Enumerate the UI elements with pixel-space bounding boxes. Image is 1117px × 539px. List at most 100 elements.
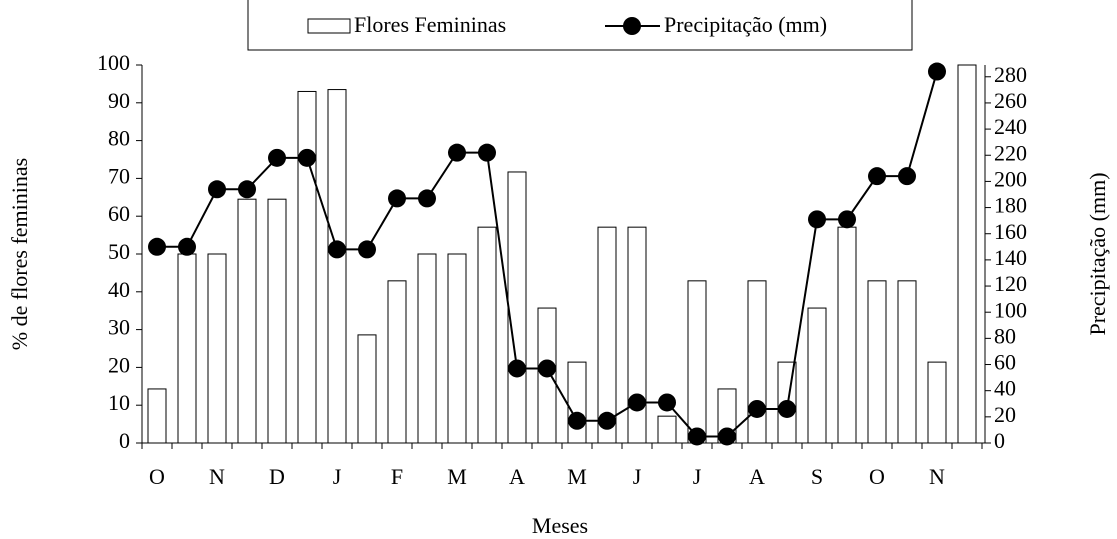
x-tick-label: M: [447, 464, 467, 489]
x-tick-label: J: [333, 464, 342, 489]
y2-tick-label: 240: [994, 114, 1027, 139]
y2-tick-label: 220: [994, 140, 1027, 165]
y-tick-label: 90: [108, 88, 130, 113]
y2-tick-label: 160: [994, 219, 1027, 244]
line-marker: [298, 148, 316, 167]
bar: [327, 89, 347, 444]
line-marker: [268, 148, 286, 167]
bar: [837, 226, 857, 444]
line-marker: [388, 189, 406, 208]
line-marker: [778, 399, 796, 418]
y-tick-label: 20: [108, 352, 130, 377]
y2-tick-label: 140: [994, 245, 1027, 270]
y2-tick-label: 80: [994, 323, 1016, 348]
line-marker: [148, 237, 166, 256]
x-tick-label: S: [811, 464, 823, 489]
legend-label: Flores Femininas: [354, 12, 506, 37]
x-tick-label: D: [269, 464, 285, 489]
line-marker: [598, 411, 616, 430]
bar: [747, 280, 767, 444]
y2-tick-label: 280: [994, 62, 1027, 87]
line-marker: [358, 240, 376, 259]
y-tick-label: 0: [119, 428, 130, 453]
line-marker: [808, 210, 826, 229]
line-marker: [538, 359, 556, 378]
x-tick-label: J: [693, 464, 702, 489]
y-axis-label: % de flores femininas: [7, 158, 32, 350]
bar: [657, 415, 677, 444]
bar: [447, 253, 467, 444]
y-tick-label: 100: [97, 50, 130, 75]
line-marker: [328, 240, 346, 259]
line-marker: [178, 237, 196, 256]
x-tick-label: A: [509, 464, 525, 489]
bar: [597, 226, 617, 444]
y2-tick-label: 180: [994, 193, 1027, 218]
bar: [267, 198, 287, 444]
x-tick-label: O: [869, 464, 885, 489]
legend-bar-swatch: [307, 18, 351, 34]
legend: Flores Femininas Precipitação (mm): [247, 0, 913, 51]
bar: [207, 253, 227, 444]
y-tick-label: 40: [108, 277, 130, 302]
line-marker: [448, 143, 466, 162]
x-tick-label: J: [633, 464, 642, 489]
y2-tick-label: 200: [994, 166, 1027, 191]
bar: [477, 226, 497, 444]
y-tick-label: 70: [108, 163, 130, 188]
line-marker: [688, 427, 706, 446]
bar: [627, 226, 647, 444]
bar: [417, 253, 437, 444]
line-marker: [508, 359, 526, 378]
line-marker: [658, 393, 676, 412]
bar: [807, 307, 827, 444]
y2-tick-label: 100: [994, 297, 1027, 322]
bar: [177, 253, 197, 444]
y-tick-label: 10: [108, 390, 130, 415]
bar: [147, 388, 167, 444]
line-marker: [928, 62, 946, 81]
y2-tick-label: 120: [994, 271, 1027, 296]
y2-tick-label: 0: [994, 428, 1005, 453]
bar: [357, 334, 377, 444]
line-marker: [748, 399, 766, 418]
line-marker: [478, 143, 496, 162]
legend-label: Precipitação (mm): [664, 12, 827, 37]
y2-tick-label: 40: [994, 376, 1016, 401]
bar: [687, 280, 707, 444]
y-tick-label: 60: [108, 201, 130, 226]
y2-tick-label: 20: [994, 402, 1016, 427]
y2-axis-label: Precipitação (mm): [1085, 172, 1110, 335]
bar: [237, 198, 257, 444]
x-tick-label: N: [929, 464, 945, 489]
bar: [387, 280, 407, 444]
bar: [297, 90, 317, 444]
x-tick-label: O: [149, 464, 165, 489]
line-marker: [418, 189, 436, 208]
line-marker: [868, 167, 886, 186]
line-marker: [898, 167, 916, 186]
bar: [957, 64, 977, 444]
x-tick-label: F: [391, 464, 403, 489]
x-axis-label: Meses: [532, 513, 588, 538]
legend-marker: [623, 17, 641, 35]
legend-box: [247, 0, 913, 51]
line-marker: [628, 393, 646, 412]
line-marker: [208, 180, 226, 199]
x-tick-label: M: [567, 464, 587, 489]
bar: [867, 280, 887, 444]
y-tick-label: 50: [108, 239, 130, 264]
bar: [897, 280, 917, 444]
y-tick-label: 80: [108, 126, 130, 151]
y-tick-label: 30: [108, 315, 130, 340]
bar: [567, 361, 587, 444]
line-marker: [718, 427, 736, 446]
y2-tick-label: 260: [994, 88, 1027, 113]
x-tick-label: N: [209, 464, 225, 489]
line-marker: [238, 180, 256, 199]
bar: [507, 171, 527, 444]
bar: [927, 361, 947, 444]
line-marker: [838, 210, 856, 229]
y2-tick-label: 60: [994, 350, 1016, 375]
